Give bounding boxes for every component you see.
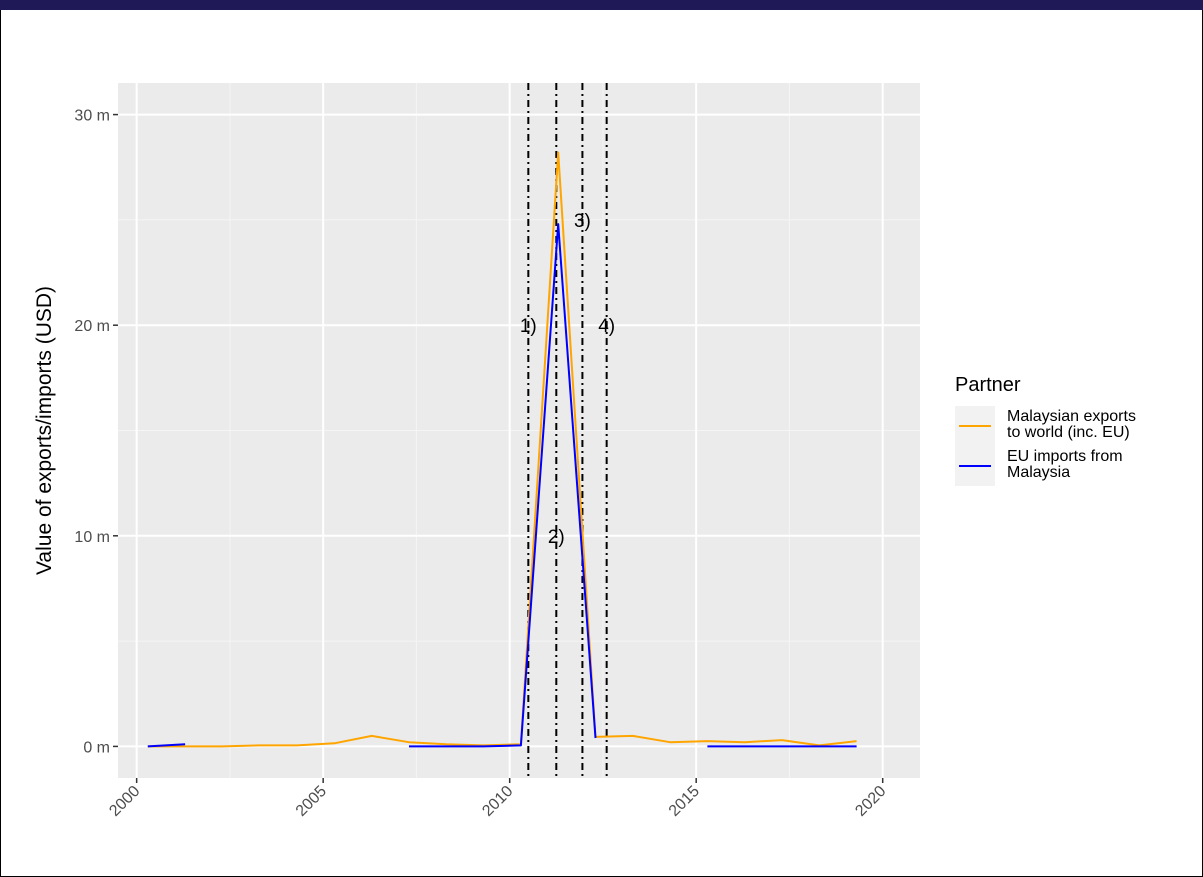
y-axis-title: Value of exports/imports (USD): [33, 286, 56, 575]
y-tick-label: 30 m: [74, 108, 110, 125]
y-axis: 0 m 10 m 20 m 30 m: [74, 108, 118, 756]
y-tick-label: 20 m: [74, 318, 110, 335]
y-tick-label: 10 m: [74, 529, 110, 546]
legend-label: to world (inc. EU): [1007, 424, 1130, 441]
series-lines: [147, 151, 857, 748]
annotation-label: 4): [598, 316, 615, 337]
legend-title: Partner: [955, 374, 1021, 396]
series-line: [409, 223, 597, 748]
legend-label: EU imports from: [1007, 448, 1123, 465]
annotation-label: 3): [574, 211, 591, 232]
series-line: [147, 151, 857, 748]
y-tick-label: 0 m: [83, 739, 110, 756]
x-axis: 2000 2005 2010 2015 2020: [106, 778, 890, 820]
x-tick-label: 2005: [293, 783, 330, 820]
window-top-bar: [0, 0, 1203, 10]
series-line: [147, 743, 186, 748]
minor-gridlines: [118, 83, 920, 778]
legend-label: Malaysia: [1007, 464, 1070, 481]
x-tick-label: 2010: [479, 783, 516, 820]
annotation-label: 2): [548, 527, 565, 548]
x-tick-label: 2015: [666, 783, 703, 820]
reference-lines: [527, 83, 608, 778]
annotation-label: 1): [520, 316, 537, 337]
legend-label: Malaysian exports: [1007, 408, 1136, 425]
x-tick-label: 2000: [106, 783, 143, 820]
annotations: 1) 2) 3) 4): [520, 211, 615, 548]
x-tick-label: 2020: [852, 783, 889, 820]
